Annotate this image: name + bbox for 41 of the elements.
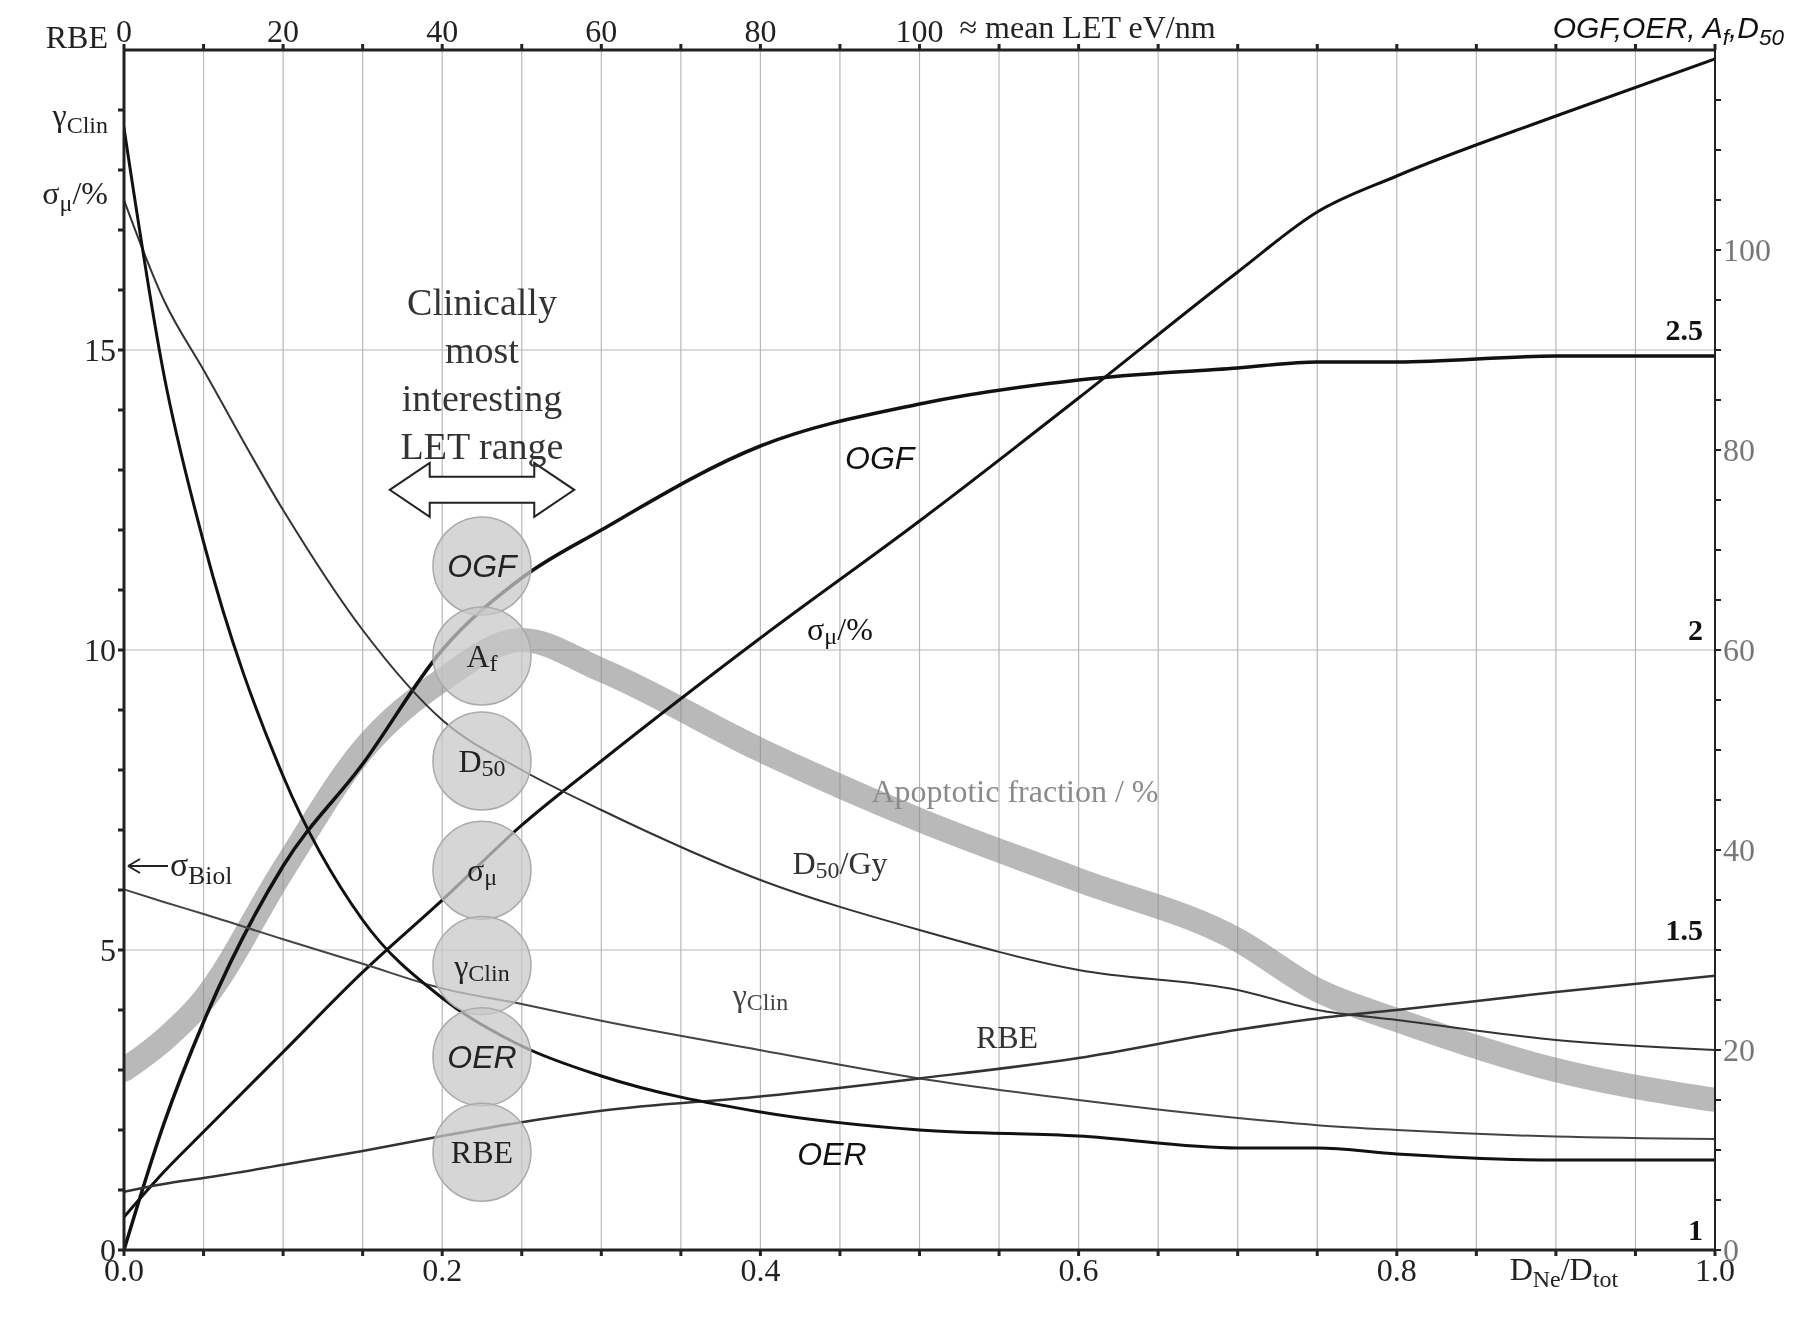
y-tick-label: 15 bbox=[84, 332, 116, 369]
x-tick-label: 0.6 bbox=[1058, 1251, 1099, 1288]
x-tick-label: 0.4 bbox=[740, 1251, 781, 1288]
annotation: OGF bbox=[447, 548, 520, 584]
annotation: D$_{50}$ bbox=[458, 743, 506, 782]
x-tick-label: 0.8 bbox=[1376, 1251, 1417, 1288]
series-label: RBE bbox=[975, 1019, 1039, 1055]
annotation: A$_{f}$ bbox=[466, 638, 498, 677]
x2-tick-label: 20 bbox=[267, 13, 300, 49]
y2-tick-label: 40 bbox=[1723, 832, 1755, 869]
annotation: σ$_{Biol}$ bbox=[170, 846, 233, 890]
series-label: OER bbox=[797, 1136, 867, 1172]
line-series bbox=[124, 888, 1715, 1140]
series-label: D$_{50}$/Gy bbox=[792, 845, 888, 884]
annotation: γ$_{Clin}$ bbox=[453, 947, 510, 986]
y2-tick-label: 100 bbox=[1723, 232, 1771, 269]
annotation: RBE bbox=[450, 1134, 514, 1171]
x-axis-title: D$_{Ne}$/D$_{tot}$ bbox=[1509, 1251, 1619, 1293]
annotation: σ$_{μ}$ bbox=[466, 852, 498, 891]
series-label: OGF bbox=[845, 440, 917, 476]
y-tick-label: 5 bbox=[100, 932, 116, 969]
y3-tick-label: 2 bbox=[1688, 613, 1703, 646]
annotation: OER bbox=[447, 1038, 517, 1075]
y3-tick-label: 1.5 bbox=[1665, 913, 1703, 946]
y2-tick-label: 80 bbox=[1723, 432, 1755, 469]
x-tick-label: 0.2 bbox=[422, 1251, 463, 1288]
y2-tick-label: 60 bbox=[1723, 632, 1755, 669]
y-tick-label: 10 bbox=[84, 632, 116, 669]
y3-tick-label: 1 bbox=[1688, 1213, 1703, 1246]
series-label: σ$_{μ}$/% bbox=[807, 611, 873, 650]
x2-tick-label: 40 bbox=[426, 13, 459, 49]
x2-axis-title: ≈ mean LET eV/nm bbox=[959, 9, 1216, 45]
y3-tick-label: 2.5 bbox=[1665, 313, 1703, 346]
y2-tick-label: 20 bbox=[1723, 1032, 1755, 1069]
x2-tick-label: 60 bbox=[585, 13, 618, 49]
text: RBE γ$_{Clin}$ σ$_{μ}$/% bbox=[42, 19, 108, 217]
y2-axis-title: OGF,OER, A$_{f}$,D$_{50}$ bbox=[1552, 11, 1785, 50]
x2-tick-label: 80 bbox=[744, 13, 777, 49]
x2-tick-label: 100 bbox=[895, 13, 944, 49]
series-label: γ$_{Clin}$ bbox=[731, 977, 789, 1016]
annotation: Clinically most interesting LET range bbox=[399, 280, 565, 469]
